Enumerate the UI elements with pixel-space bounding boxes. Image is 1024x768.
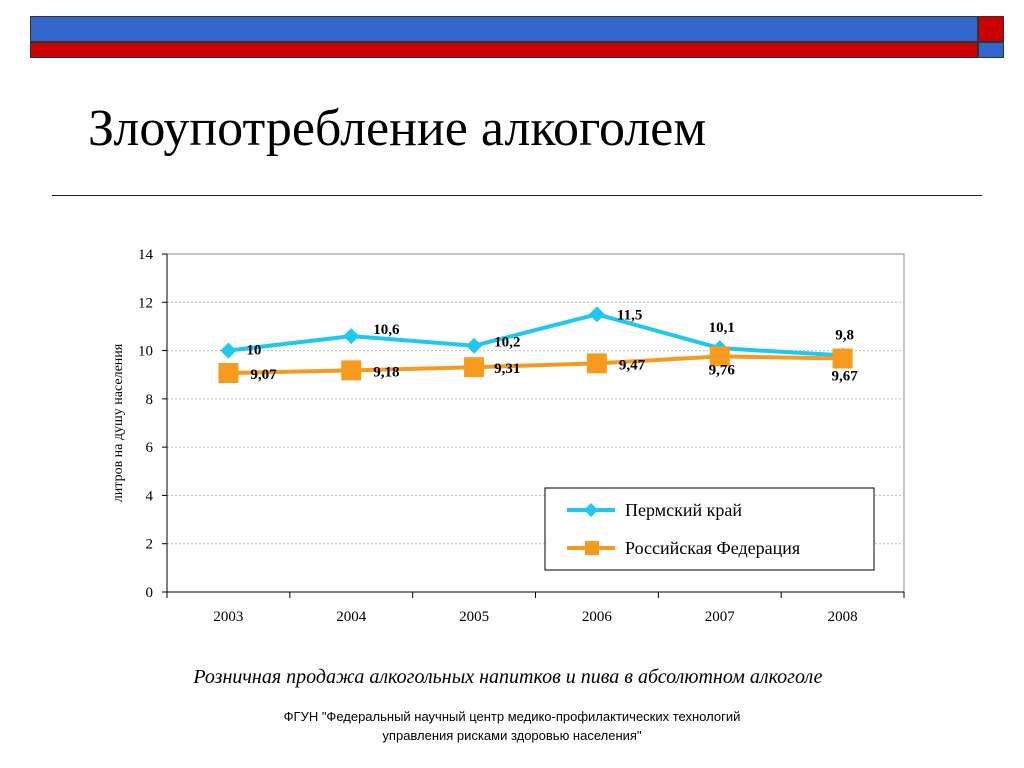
header-red-bar [30, 42, 978, 58]
y-tick-label: 8 [146, 392, 154, 408]
data-point-diamond [588, 306, 605, 323]
data-point-diamond [466, 337, 483, 354]
data-point-diamond [220, 342, 237, 359]
footer-line-1: ФГУН "Федеральный научный центр медико-п… [283, 709, 741, 724]
x-tick-label: 2007 [705, 609, 736, 625]
data-point-square [218, 363, 239, 384]
legend-marker-diamond [584, 503, 598, 517]
title-divider [52, 195, 982, 196]
data-point-square [586, 353, 607, 374]
data-label: 10,1 [709, 320, 735, 336]
data-label: 9,67 [831, 369, 858, 385]
y-tick-label: 0 [146, 585, 154, 601]
footer-line-2: управления рисками здоровью населения" [382, 728, 642, 743]
legend-label: Пермский край [625, 500, 742, 520]
series-line-2 [228, 354, 843, 376]
footer: ФГУН "Федеральный научный центр медико-п… [0, 707, 1024, 745]
data-label: 10 [246, 343, 261, 359]
x-tick-label: 2006 [582, 609, 613, 625]
chart-caption: Розничная продажа алкогольных напитков и… [193, 666, 823, 688]
y-tick-label: 14 [138, 247, 154, 263]
data-label: 9,18 [373, 364, 399, 380]
header-blue-square [978, 42, 1004, 58]
data-label: 9,47 [619, 357, 646, 373]
data-point-diamond [343, 328, 360, 345]
data-label: 9,8 [835, 327, 854, 343]
header-blue-bar [30, 16, 978, 42]
data-point-square [709, 346, 730, 367]
x-tick-label: 2004 [336, 609, 367, 625]
header-decoration [30, 16, 1004, 59]
page-title: Злоупотребление алкоголем [88, 100, 707, 157]
series-line-1 [228, 312, 843, 358]
legend-box [544, 487, 875, 571]
header-red-square [978, 16, 1004, 42]
x-tick-label: 2003 [213, 609, 243, 625]
data-label: 9,07 [250, 367, 277, 383]
data-label: 11,5 [617, 307, 642, 323]
data-point-square [341, 360, 362, 381]
legend-label: Российская Федерация [625, 538, 800, 558]
y-tick-label: 2 [146, 537, 154, 553]
y-tick-label: 10 [138, 344, 153, 360]
x-tick-label: 2008 [828, 609, 858, 625]
y-tick-label: 6 [146, 440, 154, 456]
data-label: 10,6 [373, 322, 400, 338]
y-tick-label: 4 [146, 488, 154, 504]
y-tick-label: 12 [138, 295, 153, 311]
x-tick-label: 2005 [459, 609, 489, 625]
data-point-square [832, 348, 853, 369]
data-label: 10,2 [494, 335, 520, 351]
legend-marker-square [585, 541, 599, 555]
data-label: 9,31 [494, 361, 520, 377]
data-point-square [464, 357, 485, 378]
data-label: 9,76 [709, 362, 736, 378]
y-axis-label: литров на душу населения [111, 343, 126, 502]
